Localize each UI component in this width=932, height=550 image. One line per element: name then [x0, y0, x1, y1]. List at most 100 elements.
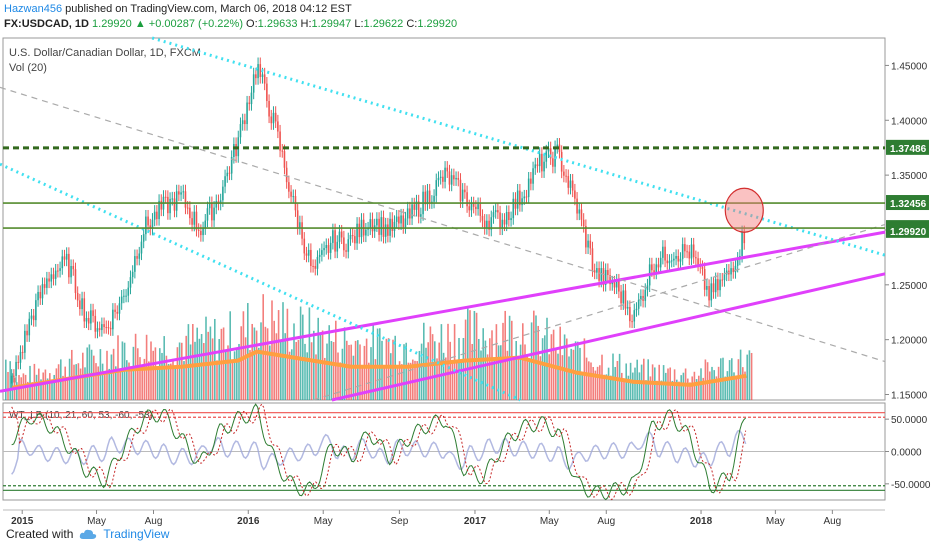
- volume-bar: [225, 351, 227, 400]
- price-candle-body: [136, 256, 138, 259]
- price-candle-body: [39, 291, 42, 299]
- price-candle-body: [167, 196, 169, 214]
- price-candle-body: [296, 210, 299, 229]
- price-candle-body: [483, 220, 486, 229]
- price-candle-body: [679, 258, 682, 262]
- wt2-line: [11, 403, 747, 501]
- price-candle-body: [219, 200, 222, 204]
- price-candle-body: [519, 190, 521, 206]
- volume-bar: [372, 323, 374, 400]
- volume-bar: [559, 326, 561, 400]
- price-candle-body: [204, 220, 207, 229]
- price-candle-body: [376, 218, 378, 226]
- volume-bar: [35, 374, 38, 400]
- volume-bar: [458, 337, 460, 400]
- price-candle-body: [393, 221, 396, 231]
- open-label: O:: [246, 18, 258, 30]
- volume-bar: [420, 343, 423, 400]
- volume-bar: [75, 364, 77, 400]
- volume-bar: [585, 357, 588, 400]
- volume-bar: [555, 349, 557, 400]
- volume-bar: [101, 363, 104, 400]
- volume-bar: [403, 344, 405, 400]
- price-candle-body: [378, 218, 380, 235]
- last-price: 1.29920: [92, 18, 132, 30]
- price-candle-body: [602, 268, 605, 285]
- volume-bar: [33, 363, 36, 400]
- volume-bar: [183, 361, 185, 400]
- volume-bar: [581, 371, 583, 400]
- volume-bar: [398, 361, 401, 400]
- volume-bar: [110, 354, 113, 400]
- price-candle-body: [593, 270, 596, 273]
- volume-bar: [735, 376, 737, 400]
- price-candle-body: [43, 284, 46, 288]
- x-tick-label: 2016: [237, 516, 260, 527]
- price-candle-body: [63, 256, 66, 260]
- volume-bar: [7, 371, 9, 400]
- price-candle-body: [587, 240, 589, 248]
- volume-bar: [605, 374, 608, 400]
- price-candle-body: [714, 279, 717, 293]
- price-candle-body: [389, 218, 391, 236]
- price-candle-body: [420, 214, 422, 217]
- price-candle-body: [268, 100, 270, 117]
- x-tick-label: May: [766, 516, 785, 527]
- price-candle-body: [250, 92, 253, 105]
- volume-bar: [275, 333, 278, 400]
- price-candle-body: [142, 234, 145, 242]
- price-candle-body: [415, 201, 418, 210]
- price-candle-body: [239, 124, 242, 138]
- gray-dashed-line-1: [0, 86, 886, 363]
- volume-bar: [541, 338, 544, 400]
- tradingview-brand-link[interactable]: TradingView: [103, 527, 170, 541]
- price-candle-body: [479, 204, 482, 216]
- volume-bar: [293, 323, 295, 400]
- volume-bar: [242, 311, 245, 400]
- volume-bar: [200, 334, 203, 400]
- volume-bar: [627, 375, 630, 400]
- price-candle-body: [380, 217, 383, 235]
- price-candle-body: [191, 218, 193, 225]
- author-link[interactable]: Hazwan456: [4, 3, 63, 15]
- volume-bar: [251, 323, 253, 400]
- price-label-text: 1.29920: [890, 227, 927, 238]
- volume-bar: [513, 356, 515, 400]
- price-candle-body: [314, 266, 317, 269]
- volume-bar: [88, 344, 91, 400]
- cyan-upper-line: [151, 36, 886, 257]
- volume-bar: [539, 356, 542, 400]
- volume-bar: [154, 347, 157, 400]
- price-candle-body: [532, 168, 534, 184]
- volume-bar: [709, 371, 711, 400]
- price-candle-body: [607, 269, 609, 276]
- volume-bar: [150, 341, 152, 400]
- price-candle-body: [336, 241, 339, 252]
- price-candle-body: [717, 279, 719, 291]
- price-candle-body: [246, 102, 248, 125]
- price-candle-body: [613, 282, 616, 288]
- price-candle-body: [710, 283, 713, 301]
- price-candle-body: [662, 246, 664, 258]
- volume-bar: [368, 362, 370, 400]
- price-candle-body: [334, 230, 336, 252]
- price-candle-body: [200, 230, 202, 236]
- volume-bar: [469, 310, 471, 400]
- volume-bar: [343, 327, 346, 400]
- volume-bar: [187, 324, 190, 400]
- price-candle-body: [615, 280, 618, 288]
- low-label: L:: [354, 18, 364, 30]
- volume-bar: [596, 366, 599, 400]
- price-candle-body: [453, 175, 455, 180]
- price-candle-body: [684, 244, 686, 252]
- price-candle-body: [516, 190, 519, 209]
- price-candle-body: [631, 321, 633, 323]
- volume-bar: [337, 352, 339, 400]
- price-candle-body: [409, 208, 411, 219]
- volume-bar: [352, 355, 355, 400]
- price-candle-body: [622, 290, 625, 304]
- price-candle-body: [538, 153, 541, 167]
- price-candle-body: [182, 191, 185, 193]
- price-candle-body: [512, 198, 515, 219]
- price-candle-body: [248, 102, 251, 105]
